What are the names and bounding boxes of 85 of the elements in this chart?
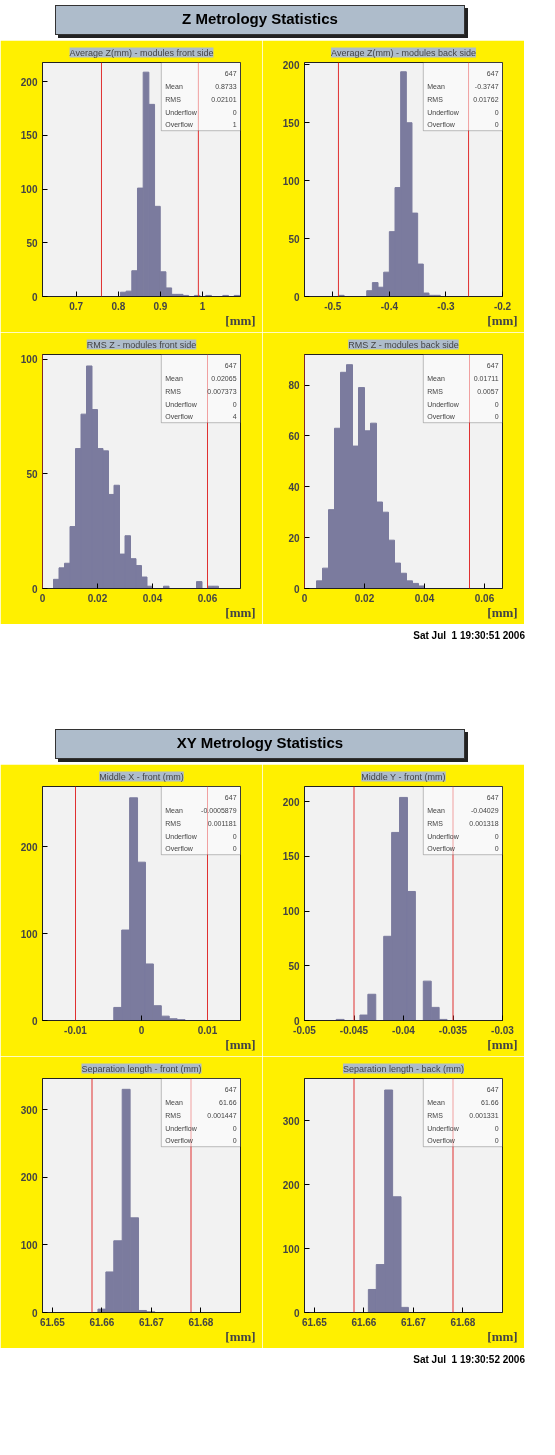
- x-tick-label: 0.04: [414, 592, 435, 604]
- x-tick-label: 0: [301, 592, 308, 604]
- x-tick-label: 61.67: [138, 1316, 165, 1328]
- text: Z Metrology Statistics: [182, 9, 338, 29]
- y-tick-label: 0: [31, 1015, 38, 1027]
- chart-title: Middle Y - front (mm): [361, 771, 446, 782]
- y-tick-label: 100: [20, 184, 38, 196]
- x-tick-label: -0.045: [339, 1024, 369, 1036]
- x-tick-label: -0.04: [392, 1024, 416, 1036]
- y-tick-label: 100: [20, 354, 38, 366]
- x-axis-title: [mm]: [487, 604, 518, 620]
- x-axis-title: [mm]: [225, 604, 256, 620]
- x-tick-label: -0.3: [437, 300, 455, 312]
- x-tick-label: -0.05: [293, 1024, 317, 1036]
- x-axis-title: [mm]: [487, 1036, 518, 1052]
- x-axis-title: [mm]: [487, 312, 518, 328]
- x-tick-label: 0.06: [197, 592, 218, 604]
- x-tick-label: 0.06: [474, 592, 495, 604]
- y-tick-label: 40: [288, 481, 300, 493]
- x-axis-title: [mm]: [225, 1328, 256, 1344]
- x-tick-label: 0.7: [69, 300, 84, 312]
- text: Sat Jul 1 19:30:52 2006: [413, 1353, 525, 1367]
- x-tick-label: 61.65: [39, 1316, 66, 1328]
- chart-title: Separation length - back (mm): [342, 1063, 465, 1074]
- x-tick-label: 1: [199, 300, 206, 312]
- y-tick-label: 0: [293, 583, 300, 595]
- y-tick-label: 150: [20, 130, 38, 142]
- y-tick-label: 0: [31, 1307, 38, 1319]
- x-tick-label: -0.5: [324, 300, 342, 312]
- x-tick-label: 0.02: [87, 592, 108, 604]
- y-tick-label: 80: [288, 380, 300, 392]
- y-tick-label: 100: [282, 175, 300, 187]
- y-tick-label: 50: [26, 468, 38, 480]
- y-tick-label: 50: [288, 233, 300, 245]
- x-tick-label: 61.66: [351, 1316, 377, 1328]
- x-axis-title: [mm]: [487, 1328, 518, 1344]
- y-tick-label: 300: [282, 1115, 300, 1127]
- x-tick-label: 0.04: [142, 592, 163, 604]
- x-tick-label: 61.65: [301, 1316, 328, 1328]
- y-tick-label: 100: [20, 1239, 38, 1251]
- y-tick-label: 0: [31, 583, 38, 595]
- y-tick-label: 50: [26, 237, 38, 249]
- y-tick-label: 0: [293, 291, 300, 303]
- y-tick-label: 200: [282, 796, 300, 808]
- x-axis-title: [mm]: [225, 1036, 256, 1052]
- y-tick-label: 150: [282, 851, 300, 863]
- x-tick-label: 61.67: [400, 1316, 427, 1328]
- x-tick-label: -0.01: [64, 1024, 88, 1036]
- y-tick-label: 0: [31, 291, 38, 303]
- x-tick-label: 0.9: [153, 300, 168, 312]
- x-tick-label: -0.2: [493, 300, 512, 312]
- y-tick-label: 100: [282, 1243, 300, 1255]
- y-tick-label: 50: [288, 960, 300, 972]
- text: Sat Jul 1 19:30:51 2006: [413, 629, 525, 643]
- y-tick-label: 150: [282, 117, 300, 129]
- x-tick-label: 0.02: [354, 592, 375, 604]
- y-tick-label: 0: [293, 1015, 300, 1027]
- x-tick-label: -0.03: [491, 1024, 515, 1036]
- chart-title: Middle X - front (mm): [99, 771, 184, 782]
- chart-title: RMS Z - modules back side: [348, 339, 459, 350]
- y-tick-label: 200: [20, 1172, 38, 1184]
- chart-title: RMS Z - modules front side: [86, 339, 197, 350]
- x-axis-title: [mm]: [225, 312, 256, 328]
- y-tick-label: 200: [282, 1179, 300, 1191]
- y-tick-label: 20: [288, 532, 300, 544]
- chart-title: Separation length - front (mm): [81, 1063, 202, 1074]
- x-tick-label: -0.035: [438, 1024, 468, 1036]
- y-tick-label: 60: [288, 430, 300, 442]
- y-tick-label: 300: [20, 1104, 38, 1116]
- x-tick-label: 61.68: [450, 1316, 476, 1328]
- chart-title: Average Z(mm) - modules back side: [331, 47, 476, 58]
- x-tick-label: 0.8: [111, 300, 126, 312]
- x-tick-label: 61.68: [188, 1316, 214, 1328]
- y-tick-label: 0: [293, 1307, 300, 1319]
- x-tick-label: 0.01: [197, 1024, 218, 1036]
- y-tick-label: 200: [20, 841, 38, 853]
- y-tick-label: 200: [20, 76, 38, 88]
- y-tick-label: 200: [282, 59, 300, 71]
- x-tick-label: 61.66: [89, 1316, 115, 1328]
- x-tick-label: 0: [138, 1024, 145, 1036]
- text: XY Metrology Statistics: [176, 733, 344, 753]
- x-tick-label: 0: [39, 592, 46, 604]
- y-tick-label: 100: [20, 928, 38, 940]
- y-tick-label: 100: [282, 906, 300, 918]
- x-tick-label: -0.4: [380, 300, 399, 312]
